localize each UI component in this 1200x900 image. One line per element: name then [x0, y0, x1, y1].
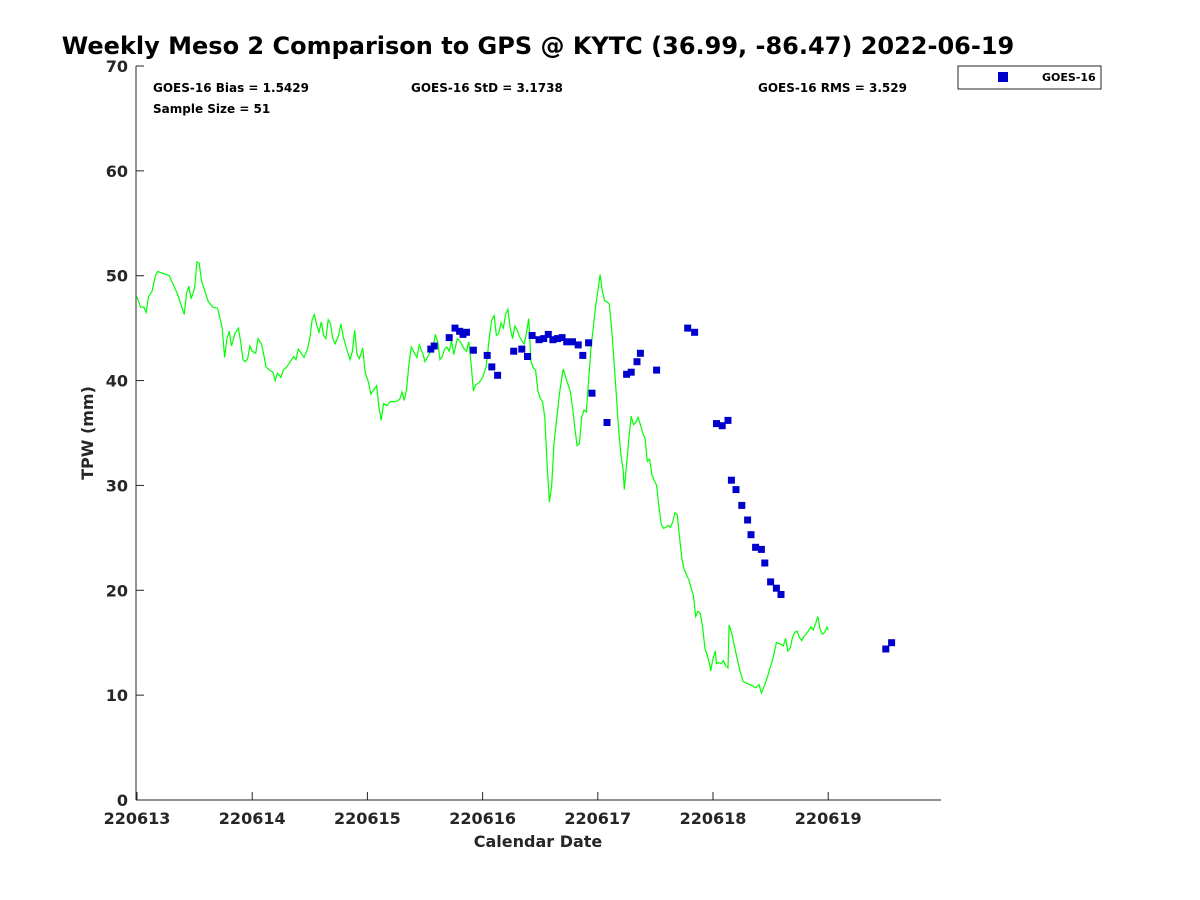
chart-title: Weekly Meso 2 Comparison to GPS @ KYTC (… [62, 32, 1014, 60]
goes16-data-point [623, 370, 631, 378]
goes16-data-point [653, 366, 661, 374]
goes16-data-point [574, 341, 582, 349]
x-axis-label: Calendar Date [474, 832, 603, 851]
goes16-data-point [494, 371, 502, 379]
goes16-data-point [528, 332, 536, 339]
goes16-data-point [554, 335, 561, 343]
goes16-data-point [744, 516, 752, 524]
y-tick-label: 50 [106, 267, 128, 286]
goes16-data-point [524, 353, 531, 360]
x-tick-label: 220618 [680, 809, 747, 828]
x-tick-label: 220613 [104, 809, 171, 828]
goes16-data-point [569, 338, 576, 346]
x-tick-label: 220617 [564, 809, 631, 828]
goes16-data-point [713, 420, 720, 428]
legend-label: GOES-16 [1042, 71, 1096, 84]
goes16-data-point [535, 336, 543, 344]
goes16-data-point [752, 543, 760, 551]
goes16-data-point [747, 531, 755, 539]
goes16-data-point [757, 545, 765, 553]
y-tick-label: 70 [106, 57, 128, 76]
y-tick-label: 40 [106, 372, 128, 391]
goes16-data-point [727, 476, 735, 484]
std-stat: GOES-16 StD = 3.1738 [411, 81, 563, 95]
goes16-data-point [518, 345, 526, 353]
goes16-data-point [549, 336, 557, 344]
legend-box [957, 65, 1102, 90]
goes16-data-point [761, 559, 769, 567]
y-tick-label: 10 [106, 686, 128, 705]
goes16-data-point [724, 416, 732, 424]
x-tick-label: 220615 [334, 809, 401, 828]
goes16-data-point [463, 328, 470, 336]
goes16-data-point [777, 591, 785, 598]
y-axis-label: TPW (mm) [78, 386, 97, 480]
y-ticks: 0 10 20 30 40 50 60 70 [106, 57, 144, 810]
goes16-data-point [469, 346, 477, 354]
goes16-data-point [488, 363, 496, 371]
goes16-data-point [563, 338, 571, 346]
goes16-data-point [445, 334, 453, 342]
plot-area: 0 10 20 30 40 50 60 70 220613 220614 220615 220616… [104, 57, 941, 828]
gps-tpw-line [136, 261, 829, 695]
bias-stat: GOES-16 Bias = 1.5429 [153, 81, 309, 95]
goes16-data-point [684, 324, 692, 332]
goes16-data-point [558, 334, 566, 342]
y-tick-label: 0 [117, 791, 128, 810]
goes16-data-point [633, 358, 641, 366]
x-tick-label: 220616 [449, 809, 516, 828]
goes16-data-point [579, 351, 587, 359]
series-layer [136, 261, 896, 695]
rms-stat: GOES-16 RMS = 3.529 [758, 81, 907, 95]
goes16-data-point [510, 347, 518, 355]
goes16-data-point [888, 639, 896, 647]
goes16-data-point [882, 645, 890, 653]
y-tick-label: 30 [106, 476, 128, 495]
goes16-data-point [772, 584, 780, 592]
x-ticks: 220613 220614 220615 220616 220617 220618 2206… [104, 792, 862, 828]
goes16-data-point [718, 422, 726, 430]
goes16-data-point [738, 501, 746, 509]
legend: GOES-16 [957, 65, 1102, 90]
goes16-data-point [732, 486, 740, 494]
legend-marker [998, 72, 1008, 82]
goes16-data-point [451, 324, 459, 332]
goes16-data-point [430, 342, 438, 350]
goes16-data-point [544, 330, 552, 338]
goes16-data-point [483, 351, 491, 359]
y-tick-label: 20 [106, 581, 128, 600]
goes16-data-point [636, 349, 644, 357]
goes16-data-point [627, 368, 635, 376]
goes16-data-point [691, 328, 699, 336]
y-tick-label: 60 [106, 162, 128, 181]
goes16-data-point [585, 339, 593, 347]
goes16-data-point [588, 389, 596, 397]
sample-size-stat: Sample Size = 51 [153, 102, 270, 116]
goes16-data-point [767, 578, 775, 586]
x-tick-label: 220614 [219, 809, 286, 828]
goes16-data-point [540, 335, 548, 343]
x-tick-label: 220619 [795, 809, 862, 828]
goes16-data-point [603, 419, 611, 426]
